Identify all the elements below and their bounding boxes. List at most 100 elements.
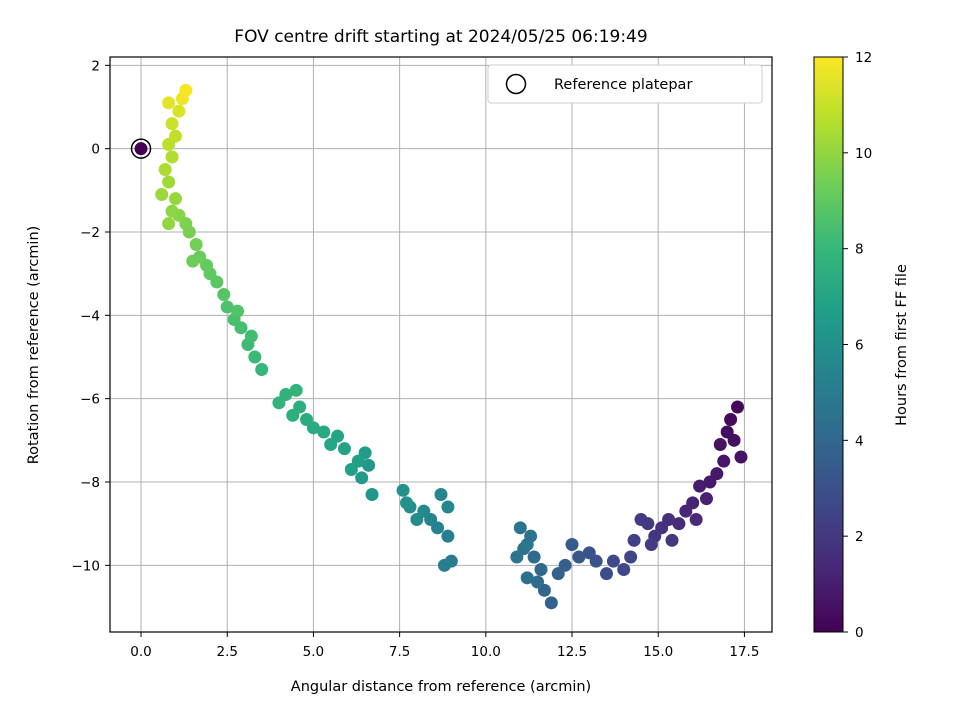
drift-point	[617, 563, 631, 576]
colorbar-tick-label: 10	[855, 146, 872, 162]
drift-point	[272, 396, 286, 410]
drift-point	[162, 96, 176, 110]
x-tick-label: 0.0	[130, 644, 151, 660]
colorbar-tick-label: 0	[855, 625, 864, 641]
drift-point	[317, 425, 331, 439]
drift-point	[162, 217, 176, 231]
y-tick-label: −6	[80, 392, 100, 408]
colorbar-label: Hours from first FF file	[894, 264, 910, 426]
colorbar-tick-label: 12	[855, 50, 872, 66]
legend-marker-icon	[505, 73, 527, 95]
drift-point	[244, 329, 258, 343]
drift-point	[713, 438, 727, 451]
drift-point	[437, 558, 451, 572]
drift-point	[162, 175, 176, 189]
drift-point	[551, 567, 565, 581]
drift-point	[699, 492, 713, 506]
drift-point	[441, 500, 455, 514]
colorbar-gradient	[813, 56, 844, 633]
drift-point	[520, 538, 534, 551]
plot-frame	[109, 56, 773, 633]
drift-point	[165, 117, 179, 131]
y-tick-label: −2	[80, 225, 100, 241]
drift-point	[527, 550, 541, 564]
drift-point	[672, 517, 686, 531]
drift-point	[362, 458, 376, 472]
colorbar: 0 2 4 6 8 10 12 Hours from first FF file	[813, 50, 910, 641]
drift-point	[189, 238, 203, 251]
drift-point	[344, 463, 358, 476]
x-tick-label: 10.0	[471, 644, 501, 660]
colorbar-ticks: 0 2 4 6 8 10 12	[843, 50, 872, 641]
drift-point	[510, 550, 524, 564]
drift-point	[513, 521, 527, 535]
drift-point	[634, 513, 648, 526]
drift-point	[400, 496, 414, 510]
drift-point	[731, 400, 745, 414]
drift-point	[169, 129, 183, 143]
drift-point	[531, 575, 545, 589]
drift-point	[665, 533, 679, 547]
drift-point	[734, 450, 748, 464]
drift-point	[286, 408, 300, 422]
drift-point	[337, 442, 351, 456]
drift-point	[717, 454, 731, 468]
drift-point	[627, 533, 641, 547]
y-tick-label: 2	[91, 58, 100, 74]
x-ticks: 0.0 2.5 5.0 7.5 10.0 12.5 15.0 17.5	[130, 632, 759, 660]
drift-point	[703, 475, 717, 489]
x-axis-label: Angular distance from reference (arcmin)	[291, 679, 591, 695]
drift-point	[441, 529, 455, 543]
y-tick-label: −8	[80, 475, 100, 491]
drift-point	[600, 567, 613, 581]
scatter-points	[155, 83, 748, 610]
y-axis-label: Rotation from reference (arcmin)	[26, 226, 42, 465]
reference-start-point	[134, 142, 148, 156]
drift-point	[572, 550, 586, 564]
drift-point	[544, 596, 558, 610]
drift-point	[365, 488, 379, 501]
grid	[110, 57, 772, 632]
drift-point	[300, 413, 314, 426]
colorbar-tick-label: 8	[855, 242, 864, 258]
drift-point	[693, 479, 707, 493]
drift-point	[679, 504, 693, 518]
drift-point	[248, 350, 262, 364]
drift-point	[179, 83, 193, 97]
legend-box	[487, 64, 763, 104]
drift-point	[520, 571, 534, 585]
drift-point	[582, 546, 596, 560]
drift-point	[534, 563, 548, 576]
y-tick-label: 0	[91, 142, 100, 158]
legend: Reference platepar	[487, 64, 763, 104]
drift-point	[165, 204, 179, 218]
drift-point	[186, 254, 200, 268]
drift-point	[172, 104, 186, 118]
drift-point	[255, 363, 269, 376]
drift-point	[324, 438, 338, 451]
drift-point	[155, 188, 169, 201]
drift-point	[289, 383, 303, 397]
x-tick-label: 17.5	[729, 644, 759, 660]
drift-point	[434, 488, 448, 501]
drift-point	[396, 483, 410, 497]
colorbar-tick-label: 6	[855, 338, 864, 354]
drift-point	[165, 150, 179, 164]
y-tick-label: −10	[72, 558, 101, 574]
drift-point	[231, 304, 245, 318]
chart-title: FOV centre drift starting at 2024/05/25 …	[234, 27, 647, 47]
colorbar-tick-label: 2	[855, 529, 864, 545]
drift-point	[158, 163, 172, 176]
x-tick-label: 2.5	[216, 644, 237, 660]
reference-platepar-marker	[130, 138, 152, 159]
x-tick-label: 12.5	[557, 644, 587, 660]
x-tick-label: 7.5	[389, 644, 410, 660]
drift-point	[565, 538, 579, 551]
drift-point	[355, 471, 369, 485]
drift-point	[689, 513, 703, 526]
reference-point-group	[130, 138, 152, 159]
y-ticks: −10 −8 −6 −4 −2 0 2	[72, 58, 110, 574]
drift-point	[169, 192, 183, 206]
y-tick-label: −4	[80, 308, 100, 324]
